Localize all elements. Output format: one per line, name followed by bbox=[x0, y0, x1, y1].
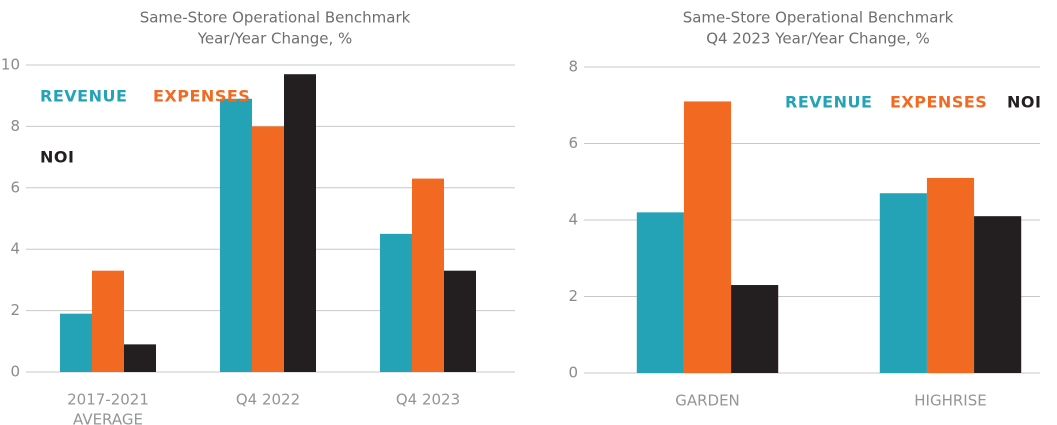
legend-label: NOI bbox=[40, 148, 74, 167]
x-tick-label: GARDEN bbox=[675, 392, 740, 410]
bar bbox=[636, 212, 684, 373]
bar bbox=[60, 313, 92, 372]
x-tick-label: Q4 2022 bbox=[236, 391, 300, 409]
legend-label: NOI bbox=[1007, 93, 1041, 112]
y-tick-label: 2 bbox=[10, 301, 20, 319]
y-tick-label: 4 bbox=[568, 211, 578, 229]
bar bbox=[926, 177, 975, 373]
y-tick-label: 6 bbox=[568, 134, 578, 152]
bar bbox=[879, 193, 927, 373]
x-tick-label: 2017-2021 bbox=[67, 391, 149, 409]
y-tick-label: 0 bbox=[10, 363, 20, 381]
y-tick-label: 2 bbox=[568, 287, 578, 305]
x-tick-label: HIGHRISE bbox=[914, 392, 986, 410]
bar bbox=[252, 126, 284, 373]
legend-label: EXPENSES bbox=[890, 93, 987, 112]
chart-title: Q4 2023 Year/Year Change, % bbox=[706, 30, 930, 48]
bar bbox=[284, 74, 316, 373]
chart-title: Same-Store Operational Benchmark bbox=[683, 9, 954, 27]
chart-title: Same-Store Operational Benchmark bbox=[140, 9, 411, 27]
bar bbox=[380, 233, 412, 372]
legend-label: EXPENSES bbox=[153, 87, 250, 106]
bar bbox=[412, 178, 444, 372]
y-tick-label: 8 bbox=[10, 117, 20, 135]
x-tick-label: Q4 2023 bbox=[396, 391, 460, 409]
bar bbox=[92, 270, 124, 372]
legend-label: REVENUE bbox=[40, 87, 127, 106]
y-tick-label: 0 bbox=[568, 364, 578, 382]
bar bbox=[220, 98, 252, 373]
bar bbox=[974, 216, 1022, 373]
x-tick-label: AVERAGE bbox=[73, 411, 143, 425]
y-tick-label: 10 bbox=[1, 56, 20, 74]
y-tick-label: 8 bbox=[568, 58, 578, 76]
bar bbox=[683, 101, 732, 374]
bar bbox=[731, 285, 779, 373]
bar bbox=[444, 270, 476, 372]
y-tick-label: 4 bbox=[10, 240, 20, 258]
legend-label: REVENUE bbox=[785, 93, 872, 112]
y-tick-label: 6 bbox=[10, 178, 20, 196]
bar bbox=[124, 344, 156, 372]
chart-title: Year/Year Change, % bbox=[197, 30, 353, 48]
